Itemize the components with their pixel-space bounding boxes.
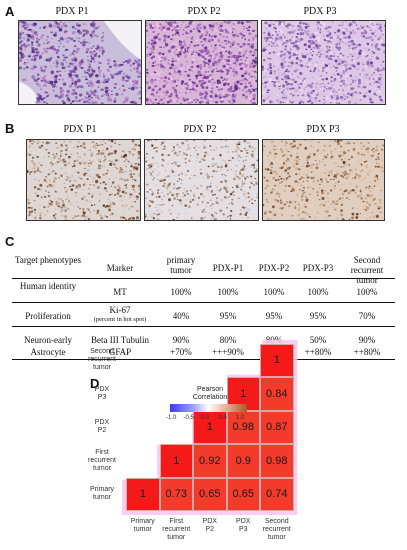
legend-tick-label: 0.5 [218, 415, 227, 421]
table-value-cell: 50% [309, 335, 327, 345]
table-phenotype-cell: Astrocyte [30, 347, 66, 357]
table-rule [12, 302, 395, 303]
table-value-cell: ++80% [304, 347, 332, 357]
table-header-cell: PDX-P2 [258, 263, 290, 273]
table-marker-cell: GFAP [108, 347, 132, 357]
he-stain-image-p1 [18, 20, 142, 105]
heatmap-y-label: First recurrent tumor [87, 448, 116, 472]
panel-d-letter: D [90, 376, 100, 391]
ihc-stain-image-p1 [26, 139, 141, 221]
heatmap-cell: 0.84 [260, 377, 294, 411]
table-value-cell: 90% [358, 335, 376, 345]
heatmap-x-label: Primary tumor [130, 518, 155, 533]
he-stain-image-p3 [261, 20, 386, 105]
table-value-cell: 95% [309, 311, 327, 321]
panel-c-letter: C [5, 234, 15, 249]
table-marker-cell: Beta III Tubulin [90, 335, 149, 345]
table-phenotype-cell: Human identity [19, 281, 77, 291]
heatmap-cell: 0.92 [193, 444, 227, 478]
ihc-stain-image-p2 [144, 139, 259, 221]
table-marker-note: (percent in hot spot) [93, 316, 147, 323]
legend-tick-label: 0.0 [201, 415, 210, 421]
ihc-stain-image-p3 [262, 139, 385, 221]
legend-tick-label: 1.0 [236, 415, 245, 421]
heatmap-cell: 1 [159, 444, 193, 478]
table-header-cell: Second recurrent tumor [350, 255, 384, 285]
table-value-cell: 95% [265, 311, 283, 321]
table-header-cell: Target phenotypes [15, 255, 81, 265]
table-value-cell: 100% [263, 287, 285, 297]
heatmap-cell: 0.9 [226, 444, 260, 478]
he-stain-image-p2 [145, 20, 258, 105]
panel-b-letter: B [5, 121, 15, 136]
table-rule [12, 326, 395, 327]
panel-b-label-p1: PDX P1 [63, 124, 97, 135]
heatmap-cell: 0.65 [193, 477, 227, 511]
legend-tick-label: -0.5 [183, 415, 194, 421]
panel-a-letter: A [5, 4, 15, 19]
table-marker-cell: MT [113, 287, 127, 297]
panel-b-label-p2: PDX P2 [183, 124, 217, 135]
heatmap-x-label: First recurrent tumor [162, 518, 191, 541]
heatmap-cell: 0.73 [159, 477, 193, 511]
table-value-cell: ++80% [353, 347, 381, 357]
panel-a-label-p3: PDX P3 [303, 6, 337, 17]
color-scale-bar [170, 404, 247, 412]
table-header-cell: primary tumor [166, 255, 196, 275]
table-value-cell: 90% [172, 335, 190, 345]
table-value-cell: 100% [170, 287, 192, 297]
table-header-cell: PDX-P3 [302, 263, 334, 273]
heatmap-y-label: PDX P3 [94, 385, 110, 401]
table-marker-cell: Ki-67 [109, 305, 131, 315]
heatmap-cell: 0.98 [260, 444, 294, 478]
table-value-cell: 70% [358, 311, 376, 321]
legend-tick-label: -1.0 [166, 415, 177, 421]
table-rule-bottom [12, 359, 395, 360]
table-value-cell: 100% [356, 287, 378, 297]
heatmap-cell: 0.74 [260, 477, 294, 511]
table-rule-top [12, 278, 395, 279]
panel-a-label-p1: PDX P1 [55, 6, 89, 17]
table-value-cell: 100% [217, 287, 239, 297]
legend-title: Pearson Correlation [192, 386, 228, 401]
table-value-cell: +70% [170, 347, 192, 357]
table-header-cell: PDX-P1 [212, 263, 244, 273]
table-value-cell: 95% [219, 311, 237, 321]
table-phenotype-cell: Neuron-early [24, 335, 72, 345]
table-header-cell: Marker [106, 263, 134, 273]
table-phenotype-cell: Proliferation [25, 311, 71, 321]
heatmap-x-label: PDX P3 [236, 518, 251, 533]
heatmap-y-label: Primary tumor [89, 486, 115, 502]
heatmap-y-label: PDX P2 [94, 419, 110, 435]
panel-b-label-p3: PDX P3 [306, 124, 340, 135]
heatmap-x-label: PDX P2 [202, 518, 217, 533]
table-value-cell: 100% [307, 287, 329, 297]
heatmap-cell: 1 [260, 343, 294, 377]
table-value-cell: 40% [172, 311, 190, 321]
heatmap-cell: 0.65 [226, 477, 260, 511]
heatmap-x-label: Second recurrent tumor [262, 518, 291, 541]
heatmap-cell: 1 [126, 477, 160, 511]
heatmap-y-label: Second recurrent tumor [87, 348, 116, 372]
panel-a-label-p2: PDX P2 [187, 6, 221, 17]
table-value-cell: +++90% [212, 347, 244, 357]
heatmap-cell: 0.87 [260, 410, 294, 444]
table-value-cell: 80% [219, 335, 237, 345]
